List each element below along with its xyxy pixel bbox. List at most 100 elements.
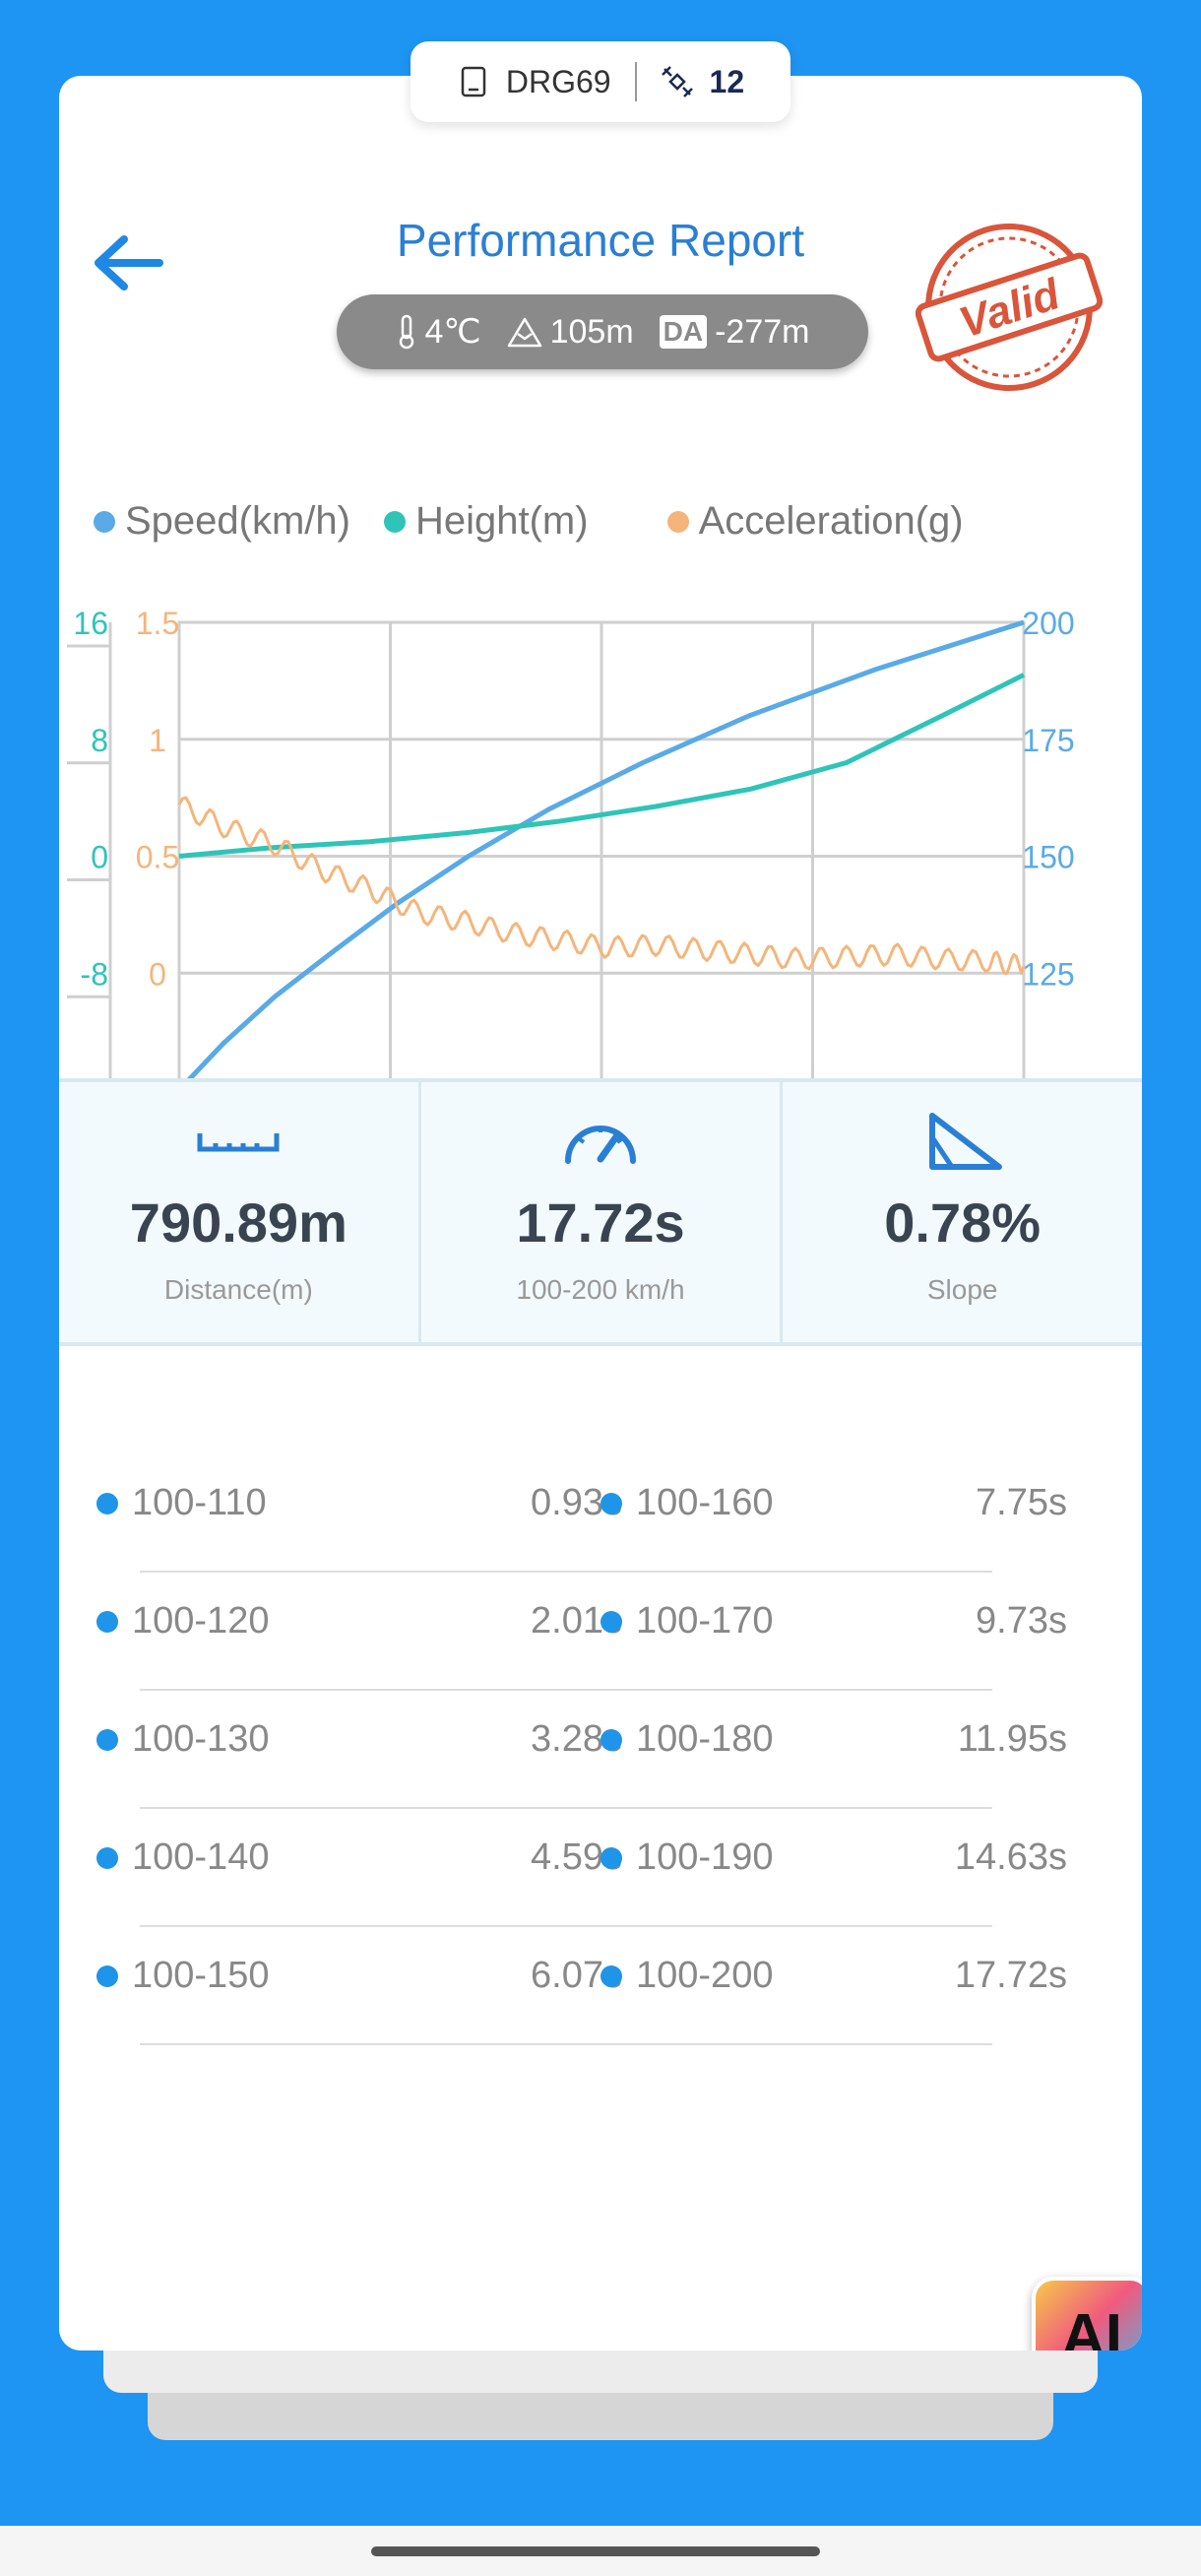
split-range: 100-200: [600, 1955, 773, 1997]
split-time: 9.73s: [976, 1600, 1067, 1642]
bullet-dot: [96, 1610, 118, 1633]
split-row: 100-140 4.59s 100-190 14.63s: [59, 1809, 1142, 1927]
slope-icon: [928, 1113, 1002, 1170]
split-range: 100-190: [600, 1836, 773, 1879]
split-times-list: 100-110 0.93s 100-160 7.75s 100-120 2.01…: [59, 1454, 1142, 2045]
split-range-text: 100-120: [132, 1600, 270, 1642]
legend-speed: Speed(km/h): [94, 499, 350, 544]
split-range-text: 100-170: [636, 1600, 774, 1642]
series-line-acceleration: [177, 796, 1026, 975]
bullet-dot: [600, 1728, 622, 1751]
split-row: 100-110 0.93s 100-160 7.75s: [59, 1454, 1142, 1573]
split-range: 100-150: [96, 1955, 269, 1997]
series-line-speed: [177, 619, 1025, 1092]
row-divider: [140, 1571, 992, 1573]
split-range: 100-170: [600, 1600, 773, 1642]
mountain-icon: [507, 317, 541, 348]
split-time: 6.07s: [531, 1955, 622, 1996]
series-line-height: [178, 673, 1026, 859]
split-time: 7.75s: [976, 1482, 1067, 1523]
acceleration-tick-label: 1: [149, 723, 166, 758]
device-name: DRG69: [505, 63, 611, 99]
speed-tick-label: 175: [1022, 723, 1074, 758]
satellite-icon: [661, 66, 693, 97]
split-range-text: 100-200: [636, 1955, 774, 1996]
page-title: Performance Report: [396, 215, 805, 266]
altitude-item: 105m: [507, 313, 634, 352]
bullet-dot: [600, 1964, 622, 1987]
altitude-value: 105m: [549, 312, 634, 351]
split-row: 100-150 6.07s 100-200 17.72s: [59, 1927, 1142, 2045]
ruler-icon: [197, 1133, 280, 1152]
distance-label: Distance(m): [163, 1274, 313, 1305]
ai-assistant-button[interactable]: AI: [1032, 2277, 1142, 2351]
chart-legend: Speed(km/h) Height(m) Acceleration(g): [94, 499, 964, 544]
stats-panel: 790.89m Distance(m) 17.72s 100-200 km/h …: [59, 1078, 1142, 1346]
split-row: 100-130 3.28s 100-180 11.95s: [59, 1691, 1142, 1809]
split-range: 100-120: [96, 1600, 269, 1642]
split-time: 4.59s: [531, 1836, 622, 1878]
split-time: 11.95s: [957, 1718, 1067, 1760]
bullet-dot: [96, 1492, 118, 1514]
acceleration-tick-label: 1.5: [136, 606, 179, 641]
thermometer-icon: [399, 314, 413, 350]
valid-stamp-icon: Valid: [916, 224, 1103, 391]
height-tick-label: 0: [91, 840, 108, 875]
speed-tick-label: 125: [1022, 956, 1074, 992]
split-range-text: 100-160: [636, 1482, 774, 1523]
device-status-pill[interactable]: DRG69 12: [411, 41, 790, 122]
back-button[interactable]: [79, 214, 177, 312]
acceleration-tick-label: 0.5: [136, 840, 179, 875]
row-divider: [140, 1689, 992, 1691]
split-range-text: 100-190: [636, 1836, 774, 1878]
height-tick-label: -8: [81, 956, 108, 992]
acceleration-tick-label: 0: [149, 956, 166, 992]
device-icon: [461, 66, 486, 97]
bullet-dot: [600, 1846, 622, 1869]
legend-acceleration: Acceleration(g): [666, 499, 964, 544]
bullet-dot: [600, 1492, 622, 1514]
split-range-text: 100-140: [132, 1836, 270, 1878]
home-indicator[interactable]: [371, 2546, 820, 2556]
bullet-dot: [600, 1610, 622, 1633]
slope-value: 0.78%: [884, 1191, 1042, 1254]
speed-tick-label: 200: [1022, 606, 1074, 641]
bullet-dot: [96, 1964, 118, 1987]
row-divider: [140, 2043, 992, 2045]
arrow-left-icon: [95, 235, 163, 290]
legend-height-label: Height(m): [414, 499, 589, 543]
satellite-count: 12: [709, 63, 745, 99]
split-range-text: 100-110: [132, 1482, 267, 1523]
bullet-dot: [96, 1728, 118, 1751]
split-time: 2.01s: [531, 1600, 622, 1642]
legend-speed-label: Speed(km/h): [125, 499, 350, 543]
legend-height-dot: [383, 510, 406, 533]
stat-time: 17.72s 100-200 km/h: [417, 1082, 781, 1342]
temperature-item: 4℃: [396, 312, 481, 352]
temperature-value: 4℃: [424, 313, 481, 351]
height-tick-label: 16: [73, 606, 108, 641]
da-badge: DA: [659, 315, 708, 349]
split-range: 100-140: [96, 1836, 269, 1879]
row-divider: [140, 1925, 992, 1927]
pill-divider: [634, 62, 637, 101]
split-range-text: 100-130: [132, 1718, 270, 1760]
split-range-text: 100-150: [132, 1955, 270, 1996]
stat-slope: 0.78% Slope: [780, 1082, 1142, 1342]
slope-label: Slope: [926, 1274, 998, 1305]
split-time: 0.93s: [531, 1482, 622, 1523]
distance-value: 790.89m: [129, 1191, 348, 1254]
split-time: 3.28s: [531, 1718, 622, 1760]
split-range-text: 100-180: [636, 1718, 774, 1760]
conditions-pill: 4℃ 105m DA -277m: [337, 294, 868, 369]
split-range: 100-160: [600, 1482, 773, 1524]
row-divider: [140, 1807, 992, 1809]
legend-acceleration-dot: [666, 510, 689, 533]
split-range: 100-130: [96, 1718, 269, 1761]
legend-height: Height(m): [383, 499, 589, 544]
split-time: 17.72s: [954, 1955, 1067, 1996]
performance-report-card: Performance Report 4℃ 105m DA -277m Vali…: [59, 76, 1142, 2351]
speedometer-icon: [565, 1126, 636, 1164]
legend-acceleration-label: Acceleration(g): [698, 499, 964, 543]
